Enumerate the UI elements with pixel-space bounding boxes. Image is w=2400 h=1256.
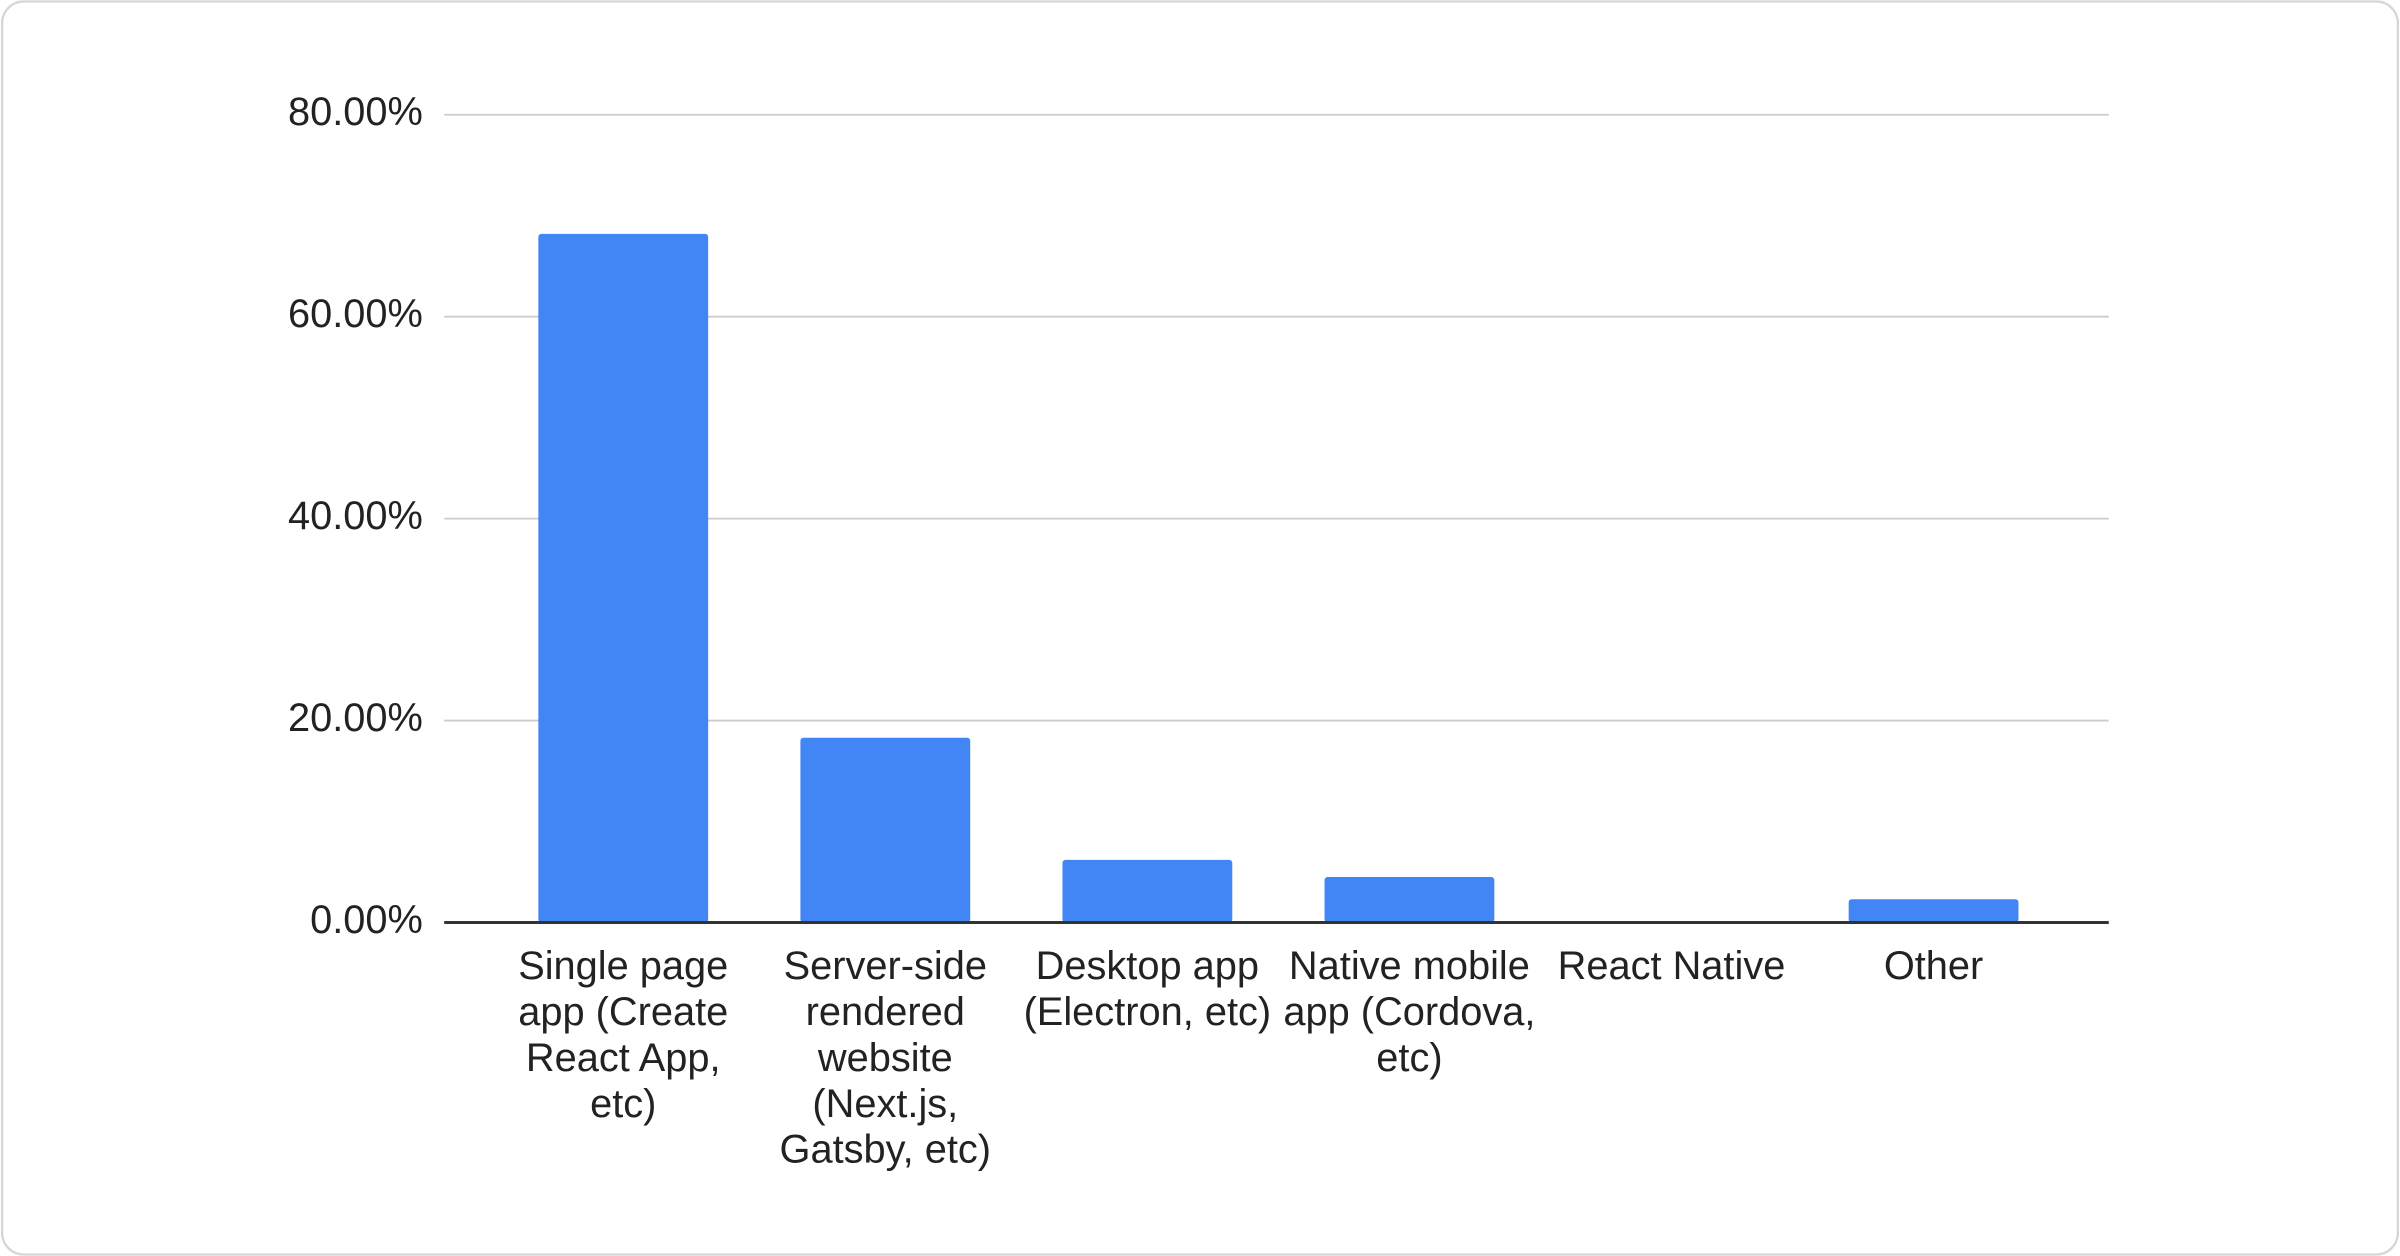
bar	[538, 233, 709, 923]
y-tick-label: 40.00%	[288, 494, 423, 538]
y-tick-label: 80.00%	[288, 90, 423, 134]
bar	[1062, 859, 1233, 923]
y-tick-label: 20.00%	[288, 696, 423, 740]
x-tick-label: Native mobile app (Cordova, etc)	[1283, 942, 1536, 1081]
x-tick-label: Single page app (Create React App, etc)	[518, 942, 729, 1126]
bar	[1324, 877, 1495, 923]
x-label-box: Other	[1883, 942, 1984, 989]
x-label-box: Native mobile app (Cordova, etc)	[1283, 942, 1536, 1081]
x-label-box: Single page app (Create React App, etc)	[518, 942, 729, 1126]
x-tick-label: React Native	[1557, 942, 1786, 989]
x-label-box: Server-side rendered website (Next.js, G…	[779, 942, 992, 1172]
x-tick-label: Other	[1883, 942, 1984, 989]
x-label-box: React Native	[1557, 942, 1786, 989]
y-tick-label: 60.00%	[288, 292, 423, 336]
bar	[800, 737, 971, 923]
x-tick-label: Desktop app (Electron, etc)	[1023, 942, 1272, 1035]
y-tick-label: 0.00%	[310, 898, 423, 942]
bar	[1848, 899, 2019, 923]
x-label-box: Desktop app (Electron, etc)	[1023, 942, 1272, 1035]
x-tick-label: Server-side rendered website (Next.js, G…	[779, 942, 992, 1172]
